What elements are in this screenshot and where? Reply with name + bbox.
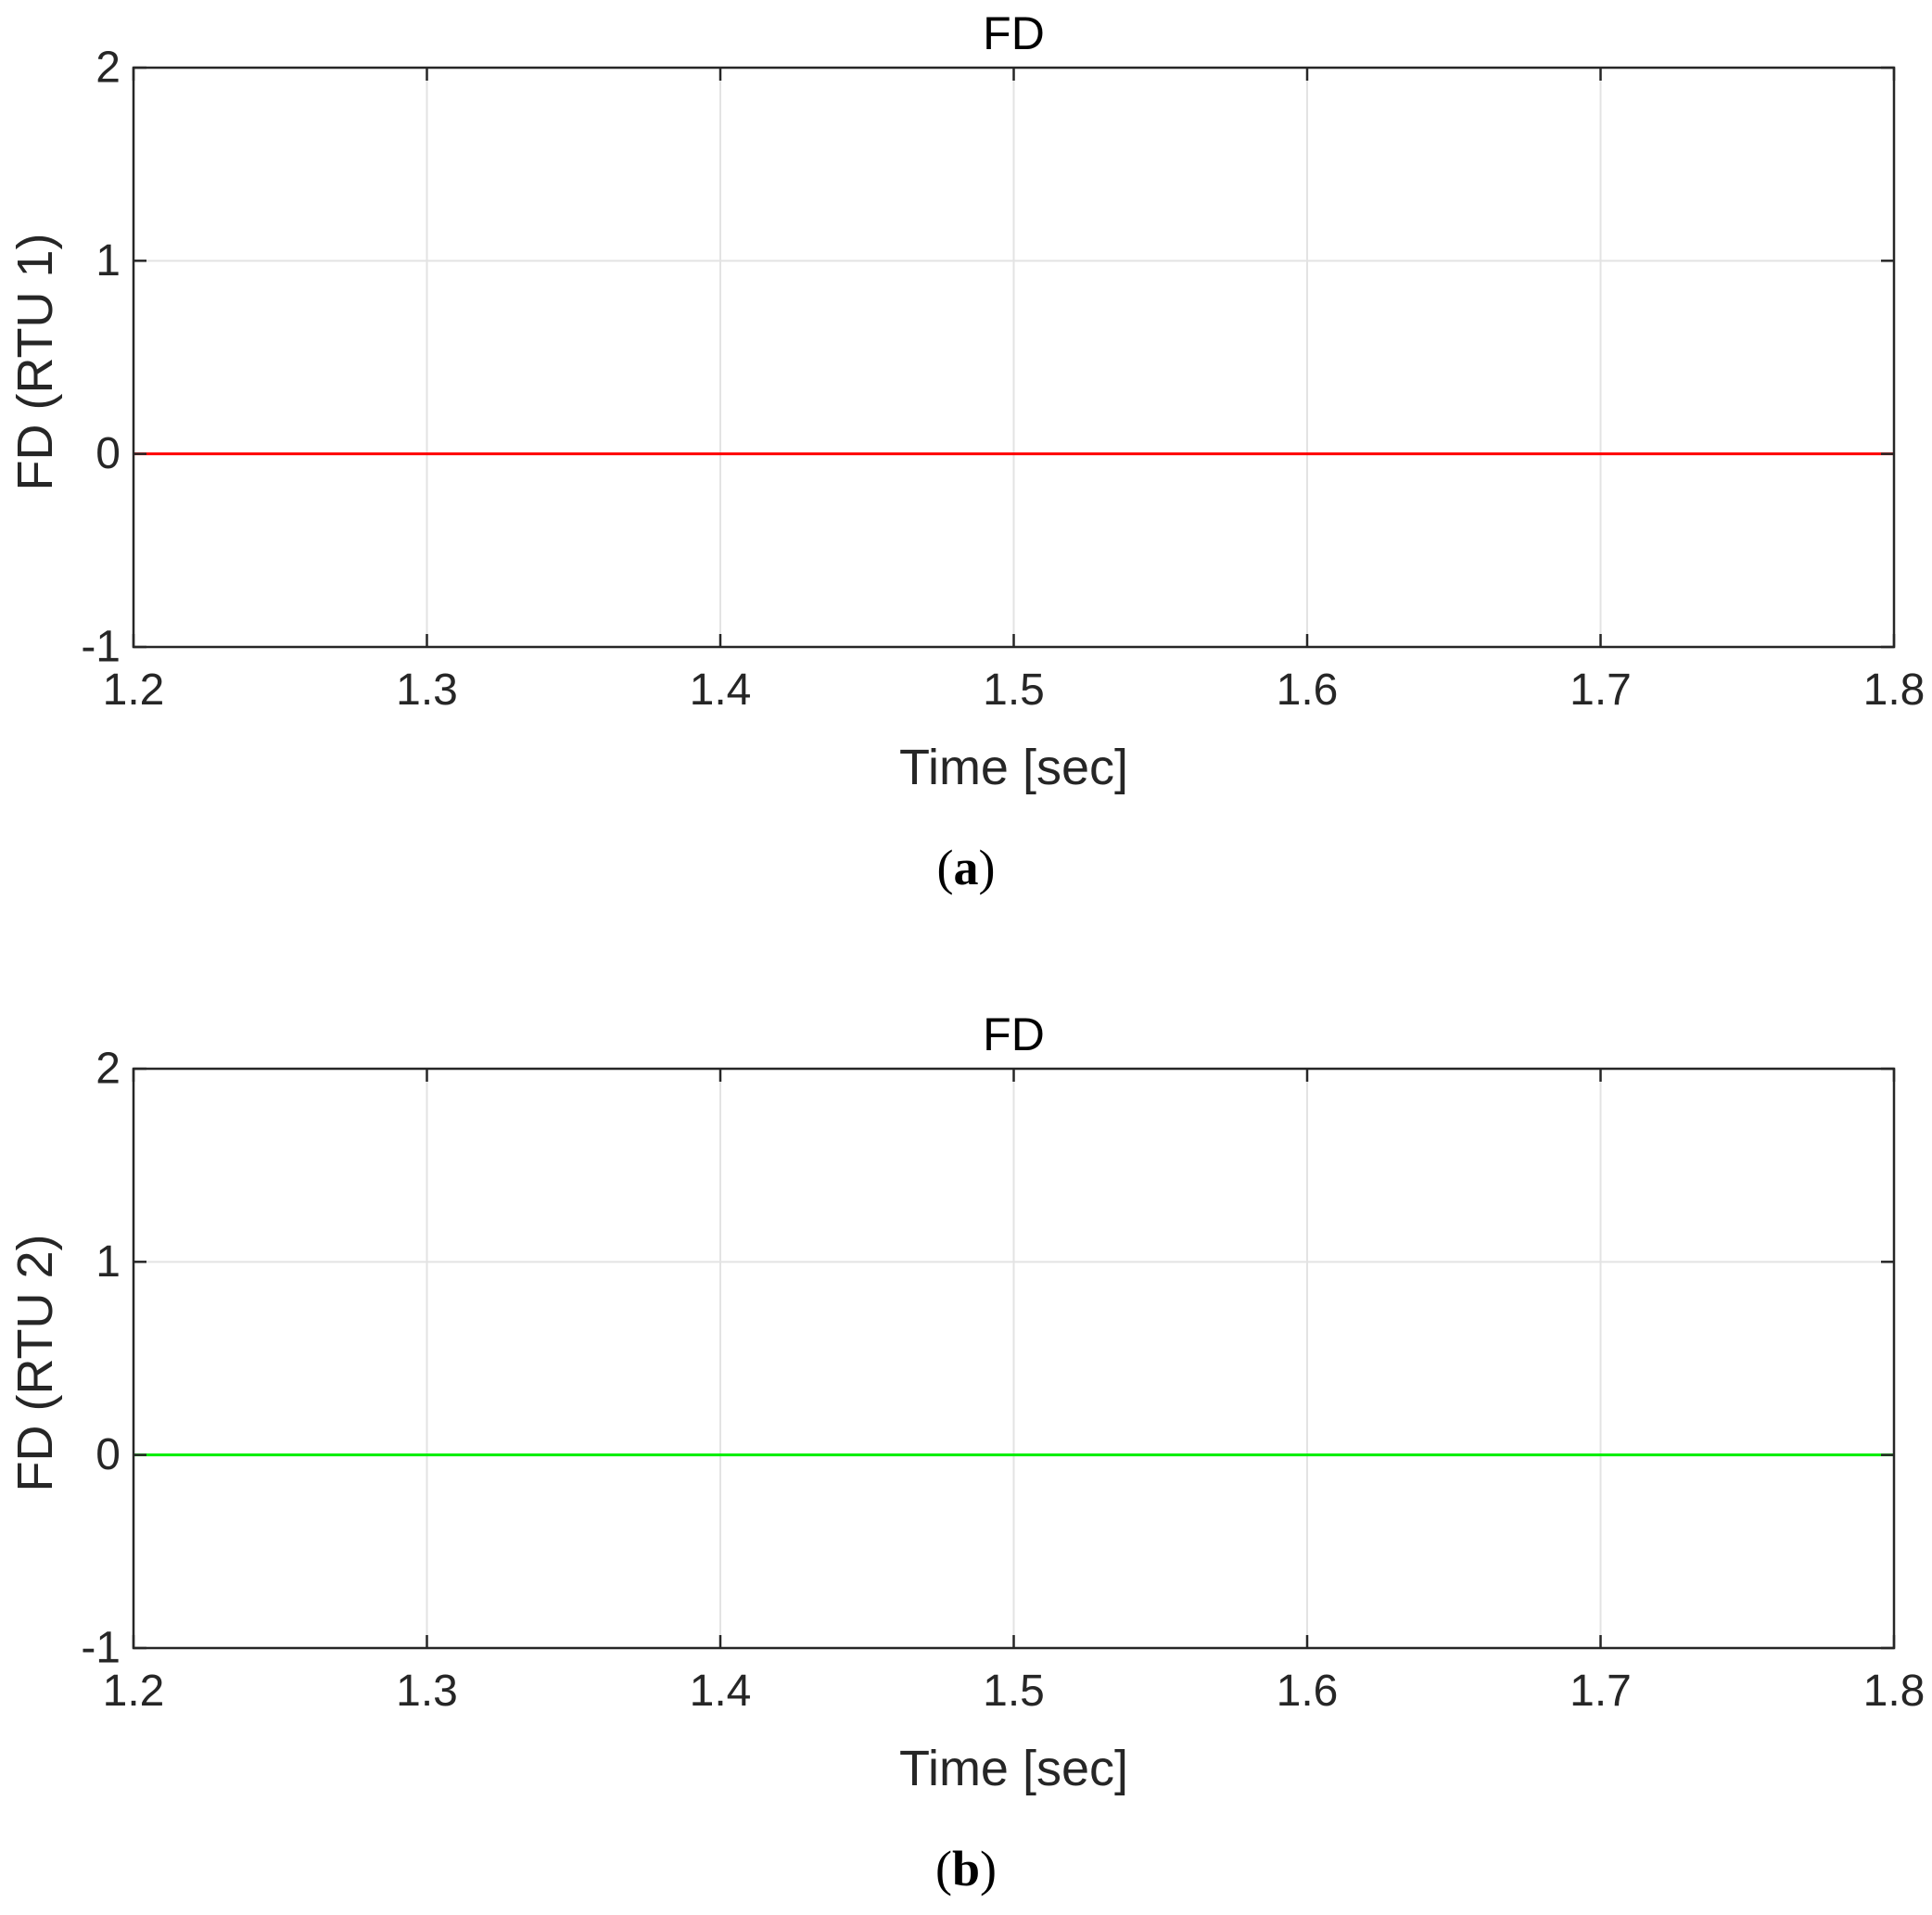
panel-b-title: FD bbox=[983, 1008, 1045, 1060]
panel-a-x-tick-label: 1.6 bbox=[1277, 666, 1339, 715]
panel-a-caption: (a) bbox=[0, 839, 1932, 896]
panel-b-x-axis-label: Time [sec] bbox=[899, 1741, 1128, 1796]
panel-a-y-tick-label: 1 bbox=[95, 236, 121, 285]
panel-a-y-axis-label: FD (RTU 1) bbox=[7, 234, 63, 491]
panel-a-x-tick-label: 1.7 bbox=[1570, 666, 1632, 715]
panel-b-caption-letter: b bbox=[951, 1841, 981, 1896]
panel-a-y-tick-label: 2 bbox=[95, 44, 121, 93]
panel-a-x-axis-label: Time [sec] bbox=[899, 740, 1128, 795]
panel-a-x-tick-label: 1.8 bbox=[1863, 666, 1926, 715]
panel-b-y-axis-label: FD (RTU 2) bbox=[7, 1235, 63, 1492]
panel-b: 1.2 1.3 1.4 1.5 1.6 1.7 1.8 -1 0 1 2 FD Time [sec] FD… bbox=[7, 1008, 1925, 1796]
panel-a: 1.2 1.3 1.4 1.5 1.6 1.7 1.8 -1 0 1 2 FD Time [sec] FD… bbox=[7, 7, 1925, 795]
panel-b-x-tick-label: 1.3 bbox=[396, 1667, 458, 1716]
panel-b-y-tick-label: -1 bbox=[81, 1624, 121, 1673]
panel-a-y-tick-label: -1 bbox=[81, 623, 121, 672]
panel-b-x-tick-label: 1.4 bbox=[690, 1667, 752, 1716]
panel-a-title: FD bbox=[983, 7, 1045, 59]
panel-a-x-tick-label: 1.2 bbox=[103, 666, 165, 715]
panel-b-x-tick-label: 1.6 bbox=[1277, 1667, 1339, 1716]
panel-b-y-tick-label: 1 bbox=[95, 1237, 121, 1287]
panel-b-y-tick-label: 2 bbox=[95, 1045, 121, 1094]
panel-a-caption-open: ( bbox=[936, 840, 954, 895]
panel-a-caption-letter: a bbox=[953, 840, 979, 895]
panel-a-x-tick-label: 1.3 bbox=[396, 666, 458, 715]
panel-a-x-tick-label: 1.4 bbox=[690, 666, 752, 715]
panel-a-caption-close: ) bbox=[978, 840, 996, 895]
panel-b-x-tick-label: 1.8 bbox=[1863, 1667, 1926, 1716]
panel-a-x-tick-label: 1.5 bbox=[983, 666, 1045, 715]
panel-b-caption-close: ) bbox=[980, 1841, 997, 1896]
panel-b-x-tick-label: 1.7 bbox=[1570, 1667, 1632, 1716]
panel-b-x-tick-label: 1.2 bbox=[103, 1667, 165, 1716]
panel-b-x-tick-label: 1.5 bbox=[983, 1667, 1045, 1716]
panel-b-caption-open: ( bbox=[934, 1841, 952, 1896]
panel-b-y-tick-label: 0 bbox=[95, 1430, 121, 1479]
panel-b-caption: (b) bbox=[0, 1840, 1932, 1897]
panel-a-y-tick-label: 0 bbox=[95, 429, 121, 478]
